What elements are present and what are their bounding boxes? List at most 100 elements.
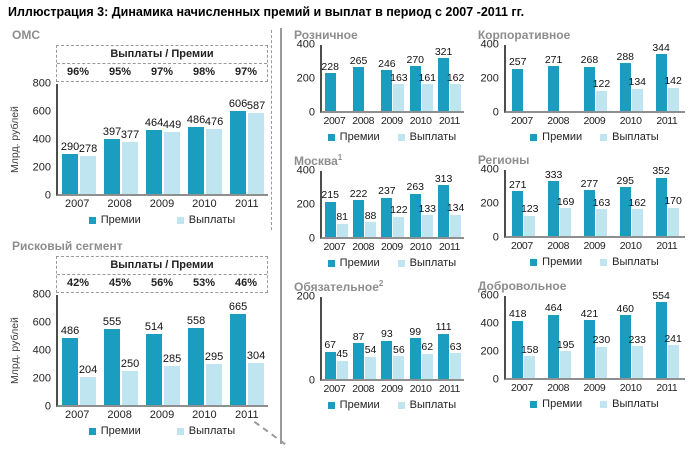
premium-bar: [655, 302, 667, 378]
legend-swatch-payout: [397, 259, 405, 267]
premium-bar-column: 558: [187, 295, 205, 405]
bar-value-label: 195: [556, 338, 575, 351]
bar-value-label: 464: [544, 302, 563, 315]
axis-gutter: [8, 425, 56, 437]
bar-value-label: 514: [144, 321, 164, 334]
bar-value-label: 56: [393, 343, 405, 356]
payout-bar-column: 134: [629, 45, 646, 111]
footnote-marker: 1: [337, 153, 343, 162]
bar-group: 344 142: [649, 43, 685, 111]
bar-value-label: 122: [592, 78, 611, 91]
chart-oms: ОМС Выплаты / Премии 96% 95% 97% 98% 97% Млрд. …: [8, 28, 268, 226]
x-tick-row: 2007 2008 2009 2010 2011: [320, 241, 464, 253]
x-axis: 2007 2008 2009 2010 2011: [8, 198, 268, 210]
premium-bar-column: 271: [509, 170, 527, 236]
bar-group: 321 162: [435, 45, 464, 111]
x-tick-label: 2007: [323, 115, 346, 127]
plot-area: 67 45 87 54 93 56 99 62 111 63: [320, 297, 464, 381]
payout-bar: [667, 87, 679, 111]
payout-bar: [336, 360, 348, 379]
premium-bar-column: 288: [617, 45, 634, 111]
bar-value-label: 63: [449, 340, 462, 353]
x-tick-label: 2010: [409, 241, 432, 253]
premium-bar: [188, 328, 204, 405]
legend-label-payout: Выплаты: [612, 131, 659, 143]
bar-group: 554 241: [649, 291, 685, 378]
bar-value-label: 163: [592, 196, 611, 209]
axis-gutter: [294, 399, 320, 411]
ratio-box-title: Выплаты / Премии: [57, 46, 267, 64]
premium-bar-column: 464: [545, 296, 562, 378]
axis-gutter: [478, 115, 504, 127]
bar-value-label: 161: [418, 71, 437, 84]
bar-group: 352 170: [649, 166, 685, 236]
chart-legend: Премии Выплаты: [294, 257, 464, 269]
payout-bar-column: 285: [162, 295, 182, 405]
bar-group: 555 250: [100, 295, 142, 405]
premium-bar-column: 555: [102, 295, 122, 405]
y-tick-label: 0: [492, 106, 499, 119]
premium-bar: [353, 67, 365, 111]
bar-value-label: 285: [162, 352, 182, 365]
payout-bar-column: 63: [450, 297, 461, 379]
x-tick-row: 2007 2008 2009 2010 2011: [320, 383, 464, 395]
payout-bar: [336, 223, 348, 237]
payout-bar-column: 45: [336, 297, 349, 379]
legend-swatch-premium: [327, 133, 335, 141]
legend-label-premium: Премии: [542, 131, 583, 143]
premium-bar: [409, 338, 421, 379]
bar-group: 606 587: [226, 84, 268, 194]
premium-bar-column: 397: [103, 84, 121, 194]
bar-group: 460 233: [613, 296, 649, 378]
x-tick-label: 2007: [511, 240, 533, 252]
premium-bar-column: 265: [350, 45, 367, 111]
bar-value-label: 170: [664, 195, 682, 208]
payout-bar-column: 278: [79, 84, 97, 194]
chart-title: Корпоративное: [477, 28, 571, 42]
premium-bar: [230, 110, 246, 194]
premium-bar-column: 514: [144, 295, 164, 405]
bar-value-label: 134: [446, 202, 465, 215]
payout-bar: [365, 222, 377, 237]
axis-gutter: [478, 256, 504, 268]
bar-value-label: 377: [120, 129, 140, 142]
plot-area: 257 271 268 122 288 134 344 142: [503, 43, 685, 113]
premium-bar-column: 268: [581, 45, 598, 111]
x-tick-label: 2009: [583, 382, 606, 394]
x-tick-row: 2007 2008 2009 2010 2011: [504, 115, 685, 127]
chart-legend: Премии Выплаты: [294, 399, 464, 411]
bar-group: 237 122: [378, 171, 408, 237]
bar-value-label: 87: [352, 330, 365, 343]
bar-value-label: 230: [592, 334, 611, 347]
payout-bar-column: 81: [336, 171, 348, 237]
legend-label-payout: Выплаты: [409, 399, 457, 411]
payout-bar: [450, 353, 462, 379]
bar-value-label: 460: [616, 302, 635, 315]
x-tick-label: 2011: [656, 240, 678, 252]
left-column: ОМС Выплаты / Премии 96% 95% 97% 98% 97% Млрд. …: [8, 28, 268, 450]
payout-bar-column: 122: [593, 45, 610, 111]
x-tick-label: 2009: [149, 198, 175, 210]
payout-bar: [122, 370, 138, 405]
legend-item-premium: Премии: [327, 131, 380, 143]
ratio-value: 96%: [66, 66, 90, 78]
bar-group: 464 195: [542, 296, 578, 378]
bar-value-label: 486: [60, 325, 80, 338]
bar-value-label: 333: [544, 168, 563, 181]
legend-label-payout: Выплаты: [188, 214, 236, 226]
payout-bar: [365, 356, 377, 379]
bar-value-label: 606: [228, 97, 248, 110]
x-tick-label: 2008: [547, 382, 570, 394]
x-tick-label: 2007: [323, 383, 346, 395]
bar-group: 288 134: [613, 45, 649, 111]
ratio-values-row: 42% 45% 56% 53% 46%: [57, 275, 267, 292]
y-axis-label: Млрд. рублей: [9, 106, 21, 174]
chart-title: Москва1: [294, 153, 343, 168]
bar-value-label: 418: [508, 308, 527, 321]
x-tick-label: 2008: [547, 240, 570, 252]
premium-bar: [146, 334, 162, 405]
bar-value-label: 45: [336, 348, 349, 361]
payout-bar: [421, 353, 433, 379]
legend-label-payout: Выплаты: [409, 131, 457, 143]
bar-value-label: 555: [102, 315, 122, 328]
